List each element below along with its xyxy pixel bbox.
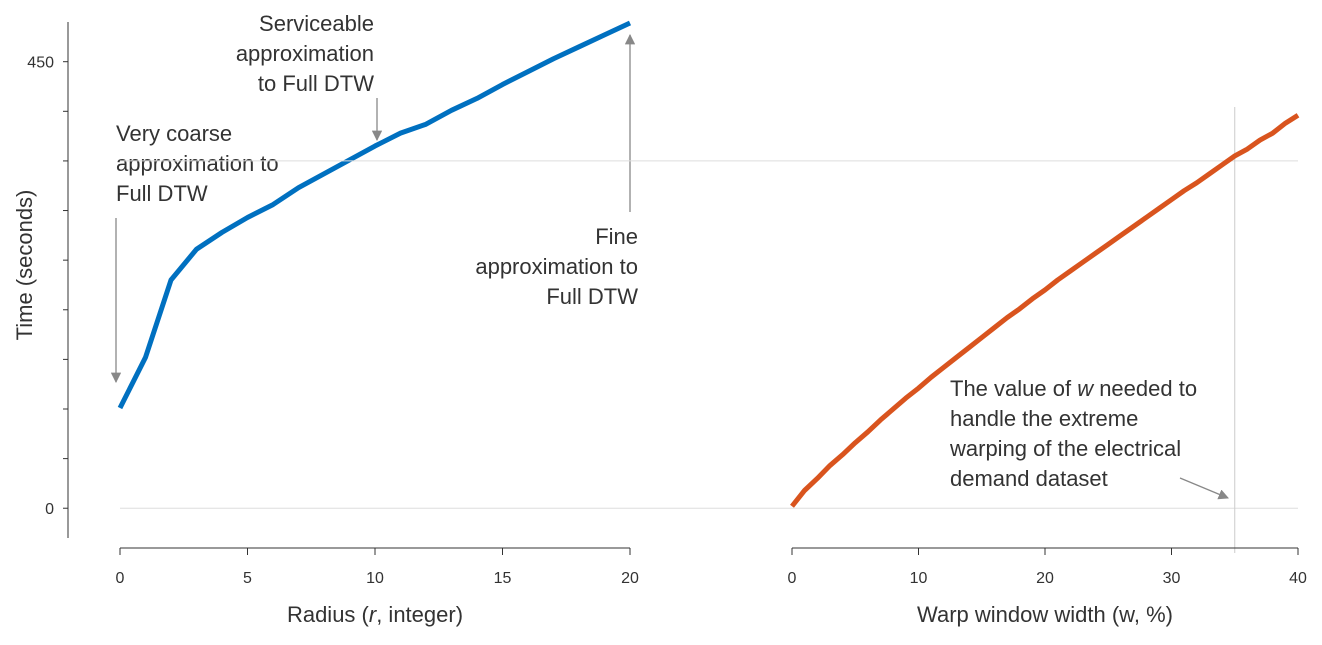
annotation: demand dataset <box>950 466 1108 491</box>
annotation: Serviceable <box>259 11 374 36</box>
text-part: approximation to <box>475 254 638 279</box>
x-tick-label: 0 <box>116 570 125 587</box>
x-tick-label: 10 <box>910 570 928 587</box>
x-tick-label: 10 <box>366 570 384 587</box>
text-part: approximation <box>236 41 374 66</box>
text-part: to Full DTW <box>258 71 374 96</box>
data-line <box>117 20 632 410</box>
y-tick-label: 450 <box>27 55 54 72</box>
x-axis-label: Warp window width (w, %) <box>917 602 1173 627</box>
text-part: Serviceable <box>259 11 374 36</box>
annotation: approximation to <box>116 151 279 176</box>
text-part: Full DTW <box>116 181 208 206</box>
annotation: The value of w needed to <box>950 376 1197 401</box>
x-axis-label: Radius (r, integer) <box>287 602 463 627</box>
text-part: Radius ( <box>287 602 370 627</box>
annotation: approximation <box>236 41 374 66</box>
annotation: Full DTW <box>116 181 208 206</box>
annotation: Fine <box>595 224 638 249</box>
x-tick-label: 5 <box>243 570 252 587</box>
annotation: Full DTW <box>546 284 638 309</box>
text-part: w <box>1077 376 1095 401</box>
text-part: r <box>369 602 378 627</box>
annotation: approximation to <box>475 254 638 279</box>
text-part: Warp window width (w, %) <box>917 602 1173 627</box>
x-tick-label: 20 <box>621 570 639 587</box>
x-tick-label: 0 <box>788 570 797 587</box>
text-part: Very coarse <box>116 121 232 146</box>
x-tick-label: 30 <box>1163 570 1181 587</box>
y-tick-label: 0 <box>45 501 54 518</box>
annotation: handle the extreme <box>950 406 1138 431</box>
text-part: approximation to <box>116 151 279 176</box>
annotation: Very coarse <box>116 121 232 146</box>
annotation: warping of the electrical <box>949 436 1181 461</box>
text-part: handle the extreme <box>950 406 1138 431</box>
x-tick-label: 20 <box>1036 570 1054 587</box>
x-tick-label: 40 <box>1289 570 1307 587</box>
text-part: demand dataset <box>950 466 1108 491</box>
text-part: Fine <box>595 224 638 249</box>
arrow <box>1179 477 1229 500</box>
text-part: needed to <box>1093 376 1197 401</box>
text-part: Full DTW <box>546 284 638 309</box>
text-part: The value of <box>950 376 1077 401</box>
y-axis-label: Time (seconds) <box>12 190 37 341</box>
text-part: , integer) <box>376 602 463 627</box>
x-tick-label: 15 <box>494 570 512 587</box>
text-part: warping of the electrical <box>949 436 1181 461</box>
annotation: to Full DTW <box>258 71 374 96</box>
data-line <box>790 113 1300 508</box>
